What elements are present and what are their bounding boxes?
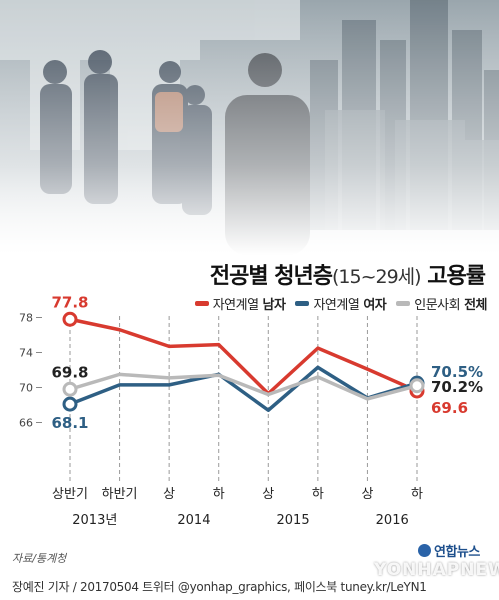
x-year-label: 2014 (177, 513, 210, 528)
legend-item-humanities-total: 인문사회 전체 (396, 294, 487, 313)
data-point (62, 381, 78, 397)
legend-label: 자연계열 (313, 298, 360, 313)
y-tick-label: 74 (19, 347, 33, 360)
data-point (62, 311, 78, 327)
data-label: 69.8 (51, 363, 88, 381)
agency-name: 연합뉴스 (434, 545, 480, 560)
agency-logo-icon (418, 544, 431, 557)
x-tick-label: 상 (361, 487, 373, 502)
x-year-label: 2013년 (72, 513, 117, 528)
x-tick-label: 상 (163, 487, 175, 502)
source-note: 자료/통계청 (12, 552, 67, 565)
x-tick-label: 상반기 (52, 487, 88, 502)
data-label: 77.8 (51, 293, 88, 311)
data-label: 69.6 (431, 399, 468, 417)
data-label: 70.5% (431, 363, 483, 381)
agency-logo: 연합뉴스 (418, 541, 480, 560)
y-tick-label: 78 (19, 312, 33, 325)
title-metric: 고용률 (427, 264, 486, 289)
watermark: YONHAPNEWS (374, 560, 499, 580)
x-tick-label: 하 (312, 487, 324, 502)
legend-swatch (396, 301, 411, 306)
legend-swatch (295, 301, 310, 306)
data-point (409, 378, 425, 394)
legend-label-bold: 남자 (262, 298, 286, 313)
x-tick-label: 하반기 (102, 487, 138, 502)
y-tick-label: 66 (19, 417, 33, 430)
data-label: 68.1 (51, 414, 88, 432)
legend-item-male-science: 자연계열 남자 (194, 294, 286, 313)
legend-label: 자연계열 (212, 298, 259, 313)
series-line (68, 317, 419, 396)
legend-item-female-science: 자연계열 여자 (295, 294, 387, 313)
legend-swatch (194, 301, 209, 306)
y-tick-label: 70 (19, 382, 33, 395)
title-range: (15~29세) (332, 266, 422, 288)
title-main: 전공별 청년층 (209, 264, 333, 289)
legend-label: 인문사회 (414, 298, 461, 313)
background-photo (0, 0, 499, 300)
x-tick-label: 하 (213, 487, 225, 502)
data-label: 70.2% (431, 378, 483, 396)
series-line (68, 365, 419, 412)
x-tick-label: 상 (262, 487, 274, 502)
series-line (68, 372, 419, 401)
legend-label-bold: 여자 (363, 298, 387, 313)
x-year-label: 2015 (277, 513, 310, 528)
data-point (62, 396, 78, 412)
x-year-label: 2016 (376, 513, 409, 528)
credit-line: 장예진 기자 / 20170504 트위터 @yonhap_graphics, … (12, 580, 427, 594)
legend-label-bold: 전체 (464, 298, 487, 313)
x-tick-label: 하 (411, 487, 423, 502)
chart-title: 전공별 청년층(15~29세) 고용률 (0, 258, 486, 290)
legend: 자연계열 남자 자연계열 여자 인문사회 전체 (194, 294, 487, 313)
